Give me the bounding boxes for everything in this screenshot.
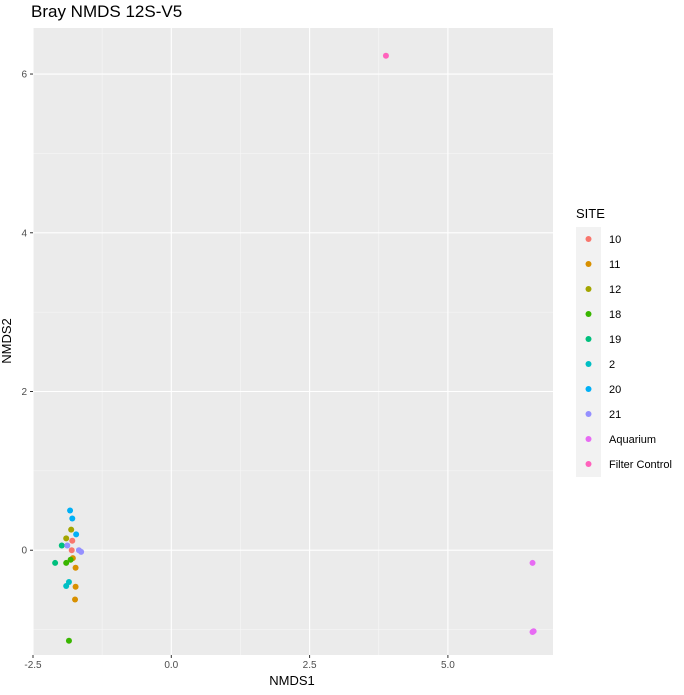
y-axis-ticks: 0 2 4 6 (21, 70, 33, 557)
legend-items: 10 11 12 18 19 2 20 21 Aquarium Filter Control (585, 234, 672, 471)
data-point (73, 531, 80, 538)
data-point (65, 578, 72, 585)
legend-label: 2 (609, 359, 615, 371)
legend-key (585, 261, 592, 267)
legend-key (585, 411, 592, 417)
data-point (72, 564, 79, 571)
chart-title: Bray NMDS 12S-V5 (31, 2, 182, 21)
legend: SITE 10 11 12 18 19 2 20 21 Aquarium Filter Contr… (576, 206, 672, 477)
legend-key (585, 336, 592, 342)
x-tick-label: 5.0 (441, 660, 455, 671)
legend-label: 21 (609, 409, 621, 421)
data-point (72, 583, 79, 590)
legend-label: Filter Control (609, 459, 672, 471)
x-tick-label: 0.0 (164, 660, 178, 671)
data-point (58, 542, 65, 549)
data-point (68, 547, 75, 554)
legend-label: Aquarium (609, 434, 656, 446)
legend-label: 10 (609, 234, 621, 246)
data-point (52, 559, 59, 566)
major-gridlines (32, 28, 553, 655)
legend-label: 20 (609, 384, 621, 396)
plot-panel (33, 28, 553, 655)
legend-key (585, 461, 592, 467)
data-point (529, 559, 536, 566)
data-point (65, 637, 72, 644)
legend-key (585, 436, 592, 442)
y-axis-title: NMDS2 (0, 318, 14, 364)
y-tick-label: 4 (21, 228, 27, 239)
x-axis-title: NMDS1 (269, 673, 315, 688)
x-tick-label: 2.5 (303, 660, 317, 671)
legend-key-background (576, 227, 601, 477)
data-point (78, 548, 85, 555)
data-point (67, 556, 74, 563)
legend-label: 12 (609, 284, 621, 296)
legend-key (585, 361, 592, 367)
data-point (69, 537, 76, 544)
data-point (63, 535, 70, 542)
data-point (72, 596, 79, 603)
data-point (63, 559, 70, 566)
data-point (68, 526, 75, 533)
data-point (64, 542, 71, 549)
legend-title: SITE (576, 206, 605, 221)
legend-key (585, 311, 592, 317)
data-point (530, 628, 537, 635)
legend-label: 18 (609, 309, 621, 321)
minor-gridlines (33, 28, 553, 655)
x-axis-ticks: -2.5 0.0 2.5 5.0 (24, 655, 455, 671)
y-tick-label: 6 (21, 70, 27, 81)
data-point (67, 507, 74, 514)
data-points (52, 52, 537, 644)
legend-label: 19 (609, 334, 621, 346)
data-point (382, 52, 389, 59)
data-point (69, 515, 76, 522)
legend-key (585, 286, 592, 292)
y-tick-label: 0 (21, 546, 27, 557)
legend-key (585, 386, 592, 392)
legend-label: 11 (609, 259, 620, 271)
x-tick-label: -2.5 (24, 660, 42, 671)
y-tick-label: 2 (21, 387, 27, 398)
legend-key (585, 236, 592, 242)
